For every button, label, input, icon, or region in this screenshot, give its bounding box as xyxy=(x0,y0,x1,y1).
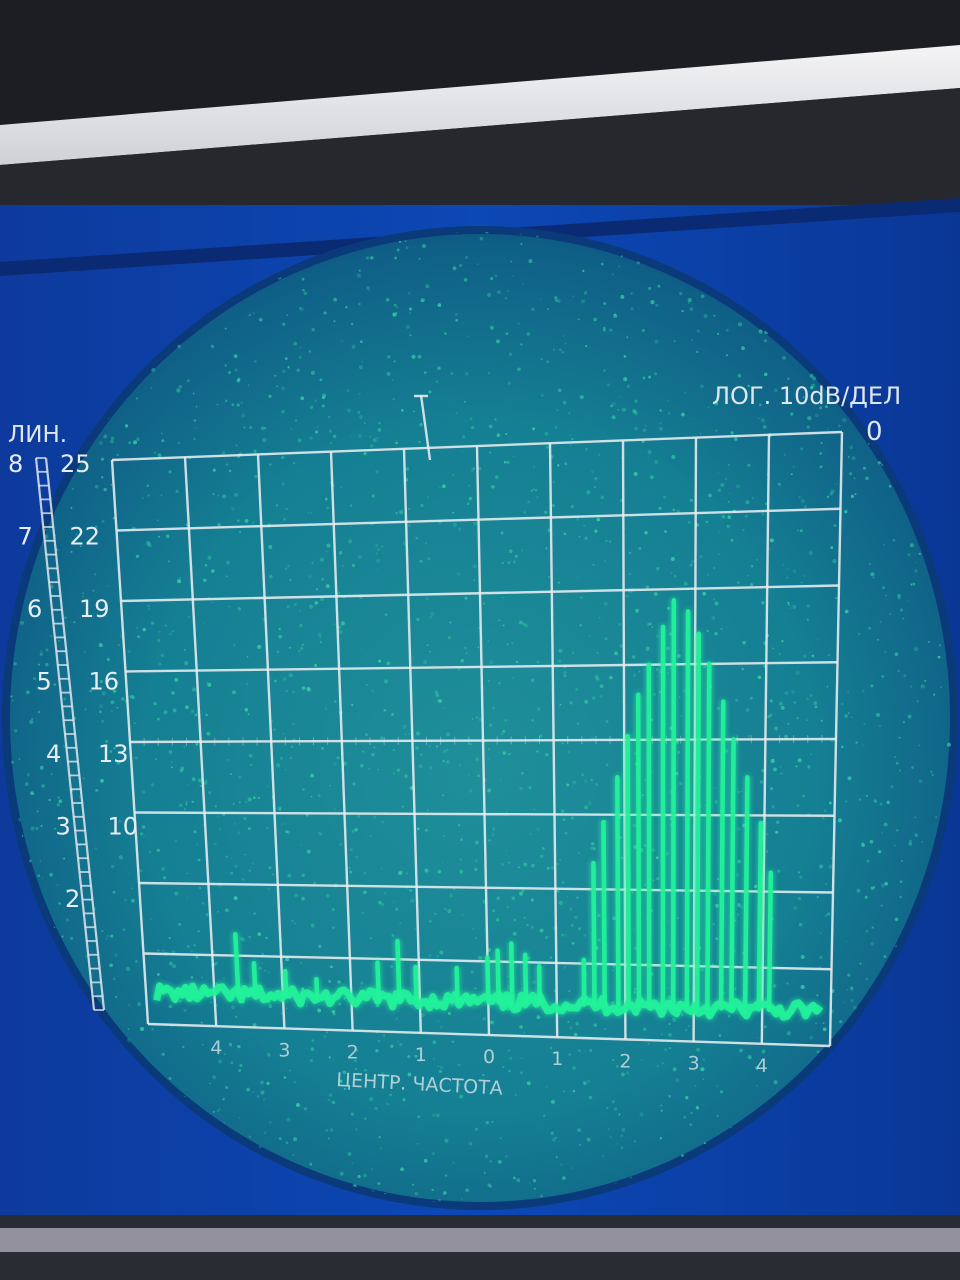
center-marker xyxy=(419,394,432,461)
spectral-line xyxy=(766,870,774,1012)
db-scale-label: 13 xyxy=(98,740,129,768)
spectral-line xyxy=(670,598,677,1010)
spectral-line xyxy=(522,952,529,1006)
spectral-line xyxy=(694,631,702,1010)
spectral-line xyxy=(485,955,491,1005)
lin-scale-label: 6 xyxy=(27,595,42,623)
lin-scale-label: 7 xyxy=(18,523,33,551)
log-scale-label: ЛОГ. 10dB/ДЕЛ xyxy=(712,382,901,410)
x-tick-label: 2 xyxy=(347,1042,359,1064)
spectral-line xyxy=(495,948,501,1005)
spectral-line xyxy=(536,964,542,1006)
x-tick-label: 1 xyxy=(551,1048,563,1070)
x-tick-label: 3 xyxy=(688,1053,700,1075)
spectral-line xyxy=(625,733,631,1009)
spectral-line xyxy=(591,860,597,1008)
x-tick-label: 2 xyxy=(619,1050,631,1072)
x-ticks: 4 3 2 1 0 1 2 3 4 xyxy=(210,1037,768,1077)
crt-screen xyxy=(10,234,950,1202)
db-scale-label: 25 xyxy=(60,450,91,478)
scale-ladder-ticks xyxy=(36,457,104,1011)
lin-scale-label: 8 xyxy=(8,450,23,478)
spectral-line xyxy=(314,976,320,1000)
grid-hline xyxy=(138,881,834,894)
bezel-strip xyxy=(0,45,960,165)
grid-hline xyxy=(125,661,838,673)
spectral-line xyxy=(413,964,419,1003)
grid-hline xyxy=(134,811,835,817)
x-tick-label: 4 xyxy=(756,1055,768,1077)
bezel-bottom-strip xyxy=(0,1228,960,1252)
grid-hline xyxy=(147,1022,831,1048)
lin-scale-label: 5 xyxy=(37,668,52,696)
log-zero-label: 0 xyxy=(866,417,883,447)
db-scale: 25 22 19 16 13 10 xyxy=(60,450,138,841)
graticule xyxy=(110,430,844,1048)
db-scale-label: 19 xyxy=(79,595,110,623)
spectral-line xyxy=(718,699,726,1011)
spectral-line xyxy=(601,819,607,1008)
spectral-line xyxy=(742,775,750,1012)
grid-hline xyxy=(111,430,843,462)
db-scale-label: 22 xyxy=(70,523,101,551)
spectral-line xyxy=(375,960,382,1002)
db-scale-label: 16 xyxy=(89,668,120,696)
lin-scale: 8 7 6 5 4 3 2 xyxy=(8,450,80,913)
spectral-line xyxy=(395,938,402,1002)
x-tick-label: 3 xyxy=(278,1039,290,1061)
x-tick-label: 4 xyxy=(210,1037,222,1059)
spectral-line xyxy=(756,820,764,1012)
lin-scale-label: 2 xyxy=(65,885,80,913)
spectrum-trace xyxy=(153,598,824,1021)
spectral-line xyxy=(729,737,736,1011)
x-tick-label: 0 xyxy=(483,1046,495,1068)
spectral-line xyxy=(282,968,289,999)
lin-label: ЛИН. xyxy=(8,422,67,448)
spectral-line xyxy=(509,941,515,1005)
spectral-line xyxy=(233,931,241,998)
spectral-line xyxy=(454,965,460,1004)
grid-hline xyxy=(120,584,840,603)
spectral-line xyxy=(635,692,642,1009)
spectral-line xyxy=(251,960,258,998)
db-scale-label: 10 xyxy=(108,813,139,841)
x-tick-label: 1 xyxy=(415,1044,427,1066)
lin-scale-label: 3 xyxy=(56,813,71,841)
spectral-line xyxy=(705,661,712,1011)
spectral-line xyxy=(684,609,691,1010)
grid-hline xyxy=(129,737,837,744)
spectral-line xyxy=(615,775,621,1008)
lin-scale-label: 4 xyxy=(46,740,61,768)
grid-hline xyxy=(116,507,841,532)
